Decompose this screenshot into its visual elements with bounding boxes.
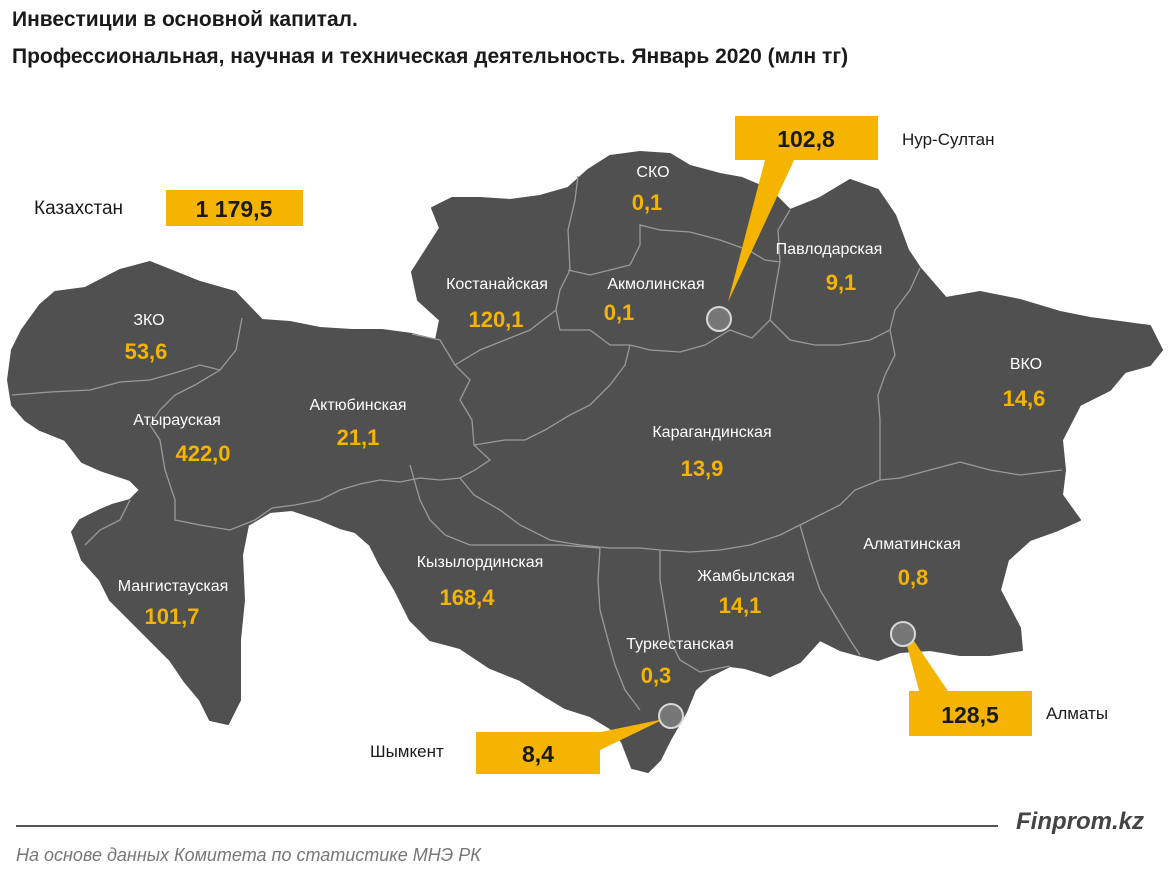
city-name-nur-sultan: Нур-Султан <box>902 130 994 149</box>
city-value-almaty: 128,5 <box>941 702 999 728</box>
footer-divider <box>16 825 998 827</box>
region-name-kyzylorda: Кызылординская <box>417 554 544 571</box>
callout-shymkent: 8,4 Шымкент <box>370 703 684 774</box>
region-name-vko: ВКО <box>1010 356 1042 373</box>
city-name-shymkent: Шымкент <box>370 742 444 761</box>
callout-almaty: 128,5 Алматы <box>890 621 1108 736</box>
region-name-almaty-region: Алматинская <box>863 536 961 553</box>
total-box <box>166 190 303 226</box>
region-value-zko: 53,6 <box>125 339 168 364</box>
total-label: Казахстан <box>34 198 123 219</box>
kazakhstan-outline <box>7 151 1163 773</box>
region-value-karaganda: 13,9 <box>681 456 724 481</box>
region-name-atyrau: Атырауская <box>133 412 221 429</box>
brand-logo-text: Finprom.kz <box>1016 808 1145 835</box>
map-title: Инвестиции в основной капитал. <box>12 8 358 31</box>
region-value-turkestan: 0,3 <box>641 663 672 688</box>
region-value-aktobe: 21,1 <box>337 425 380 450</box>
city-marker-nur-sultan <box>706 306 732 332</box>
region-value-kyzylorda: 168,4 <box>439 585 495 610</box>
region-value-zhambyl: 14,1 <box>719 593 762 618</box>
city-name-almaty: Алматы <box>1046 704 1108 723</box>
callout-pointer-nur-sultan <box>728 156 796 302</box>
callout-box-almaty <box>909 691 1032 736</box>
region-name-zko: ЗКО <box>133 312 164 329</box>
source-note: На основе данных Комитета по статистике … <box>16 845 481 865</box>
region-value-kostanay: 120,1 <box>468 307 523 332</box>
region-value-atyrau: 422,0 <box>175 441 230 466</box>
region-name-turkestan: Туркестанская <box>626 636 733 653</box>
total-kazakhstan: Казахстан 1 179,5 <box>34 190 303 226</box>
city-marker-almaty <box>890 621 916 647</box>
region-value-pavlodar: 9,1 <box>826 270 857 295</box>
callout-nur-sultan: 102,8 Нур-Султан <box>706 116 994 332</box>
region-value-vko: 14,6 <box>1003 386 1046 411</box>
region-value-sko: 0,1 <box>632 190 663 215</box>
region-name-pavlodar: Павлодарская <box>776 241 883 258</box>
city-marker-shymkent <box>658 703 684 729</box>
region-value-mangystau: 101,7 <box>144 604 199 629</box>
callout-pointer-almaty <box>905 638 950 694</box>
region-name-kostanay: Костанайская <box>446 276 548 293</box>
callout-pointer-shymkent <box>596 719 664 752</box>
region-name-karaganda: Карагандинская <box>652 424 771 441</box>
region-name-sko: СКО <box>636 164 669 181</box>
region-name-aktobe: Актюбинская <box>309 397 406 414</box>
region-name-zhambyl: Жамбылская <box>697 568 795 585</box>
region-value-almaty-region: 0,8 <box>898 565 929 590</box>
region-name-akmola: Акмолинская <box>607 276 704 293</box>
region-name-mangystau: Мангистауская <box>118 578 229 595</box>
callout-box-shymkent <box>476 732 600 774</box>
map-subtitle: Профессиональная, научная и техническая … <box>12 45 849 68</box>
total-value: 1 179,5 <box>196 196 273 222</box>
callout-box-nur-sultan <box>735 116 878 160</box>
region-value-akmola: 0,1 <box>604 300 635 325</box>
city-value-nur-sultan: 102,8 <box>777 126 835 152</box>
city-value-shymkent: 8,4 <box>522 741 554 767</box>
